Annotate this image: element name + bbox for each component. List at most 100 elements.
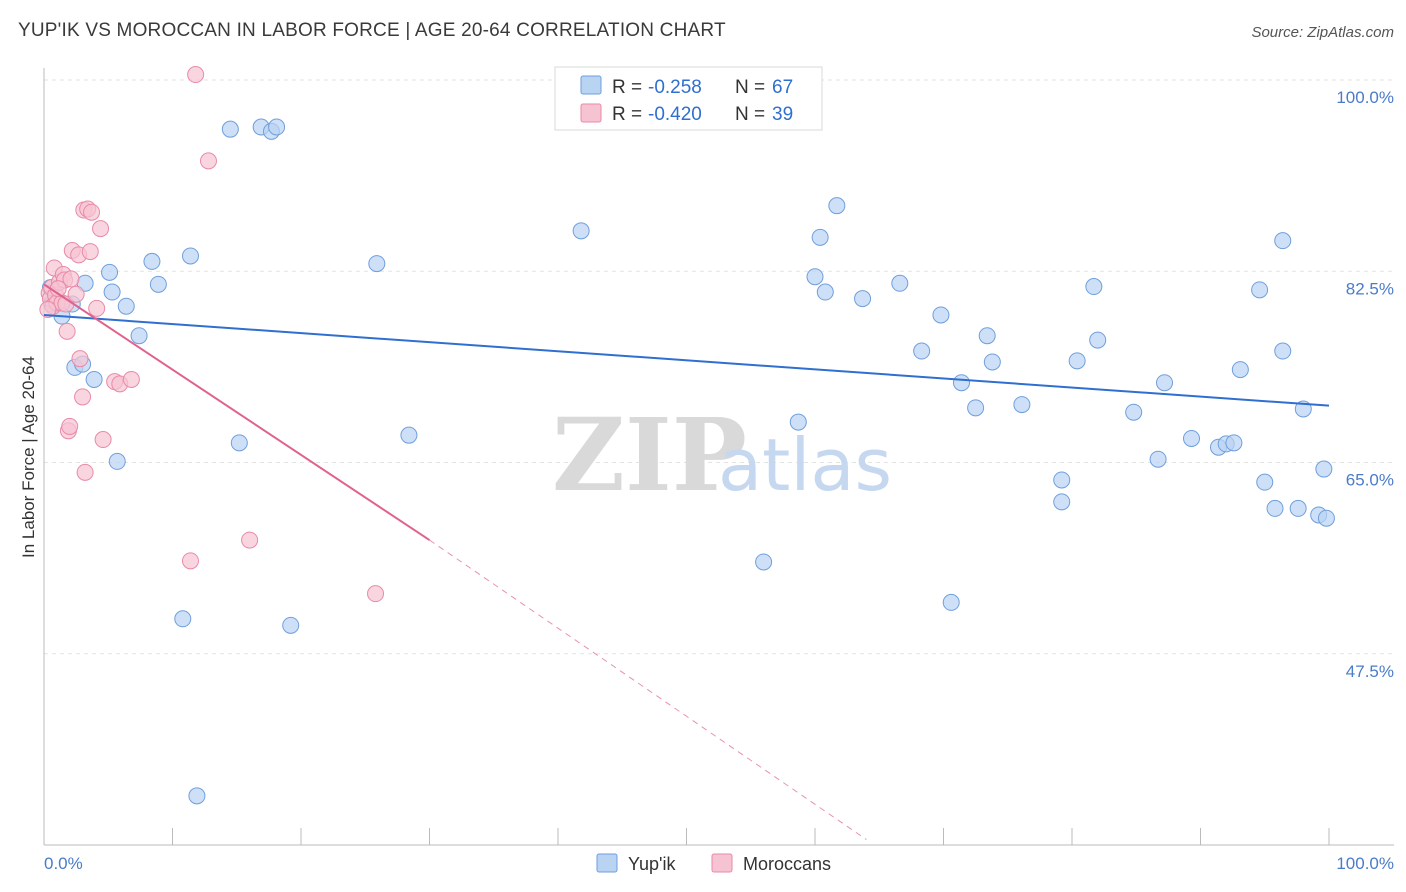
yupik-point-11 xyxy=(130,327,148,345)
moroccan-point-31 xyxy=(122,370,140,388)
bottom-legend: Yup'ik Moroccans xyxy=(596,853,831,874)
yupik-point-17 xyxy=(221,120,239,138)
yupik-point-30 xyxy=(816,283,834,301)
legend-r-value-1: -0.258 xyxy=(648,77,702,98)
yupik-point-34 xyxy=(913,342,931,360)
moroccan-point-36 xyxy=(367,585,385,603)
yupik-point-31 xyxy=(828,197,846,215)
moroccan-point-27 xyxy=(92,220,110,238)
x-tick-label-right: 100.0% xyxy=(1336,854,1394,873)
yupik-point-46 xyxy=(1089,331,1107,349)
legend-n-value-1: 67 xyxy=(772,77,793,98)
yupik-point-50 xyxy=(1183,429,1201,447)
yupik-point-36 xyxy=(942,593,960,611)
moroccan-trend-line xyxy=(43,283,431,541)
yupik-point-15 xyxy=(181,247,199,265)
yupik-point-22 xyxy=(282,616,300,634)
moroccan-point-33 xyxy=(187,66,205,84)
yupik-point-54 xyxy=(1231,361,1249,379)
moroccan-trend-extension xyxy=(429,539,867,840)
moroccan-point-17 xyxy=(67,285,85,303)
yupik-point-60 xyxy=(1289,499,1307,517)
y-axis-label: In Labor Force | Age 20-64 xyxy=(19,356,38,558)
legend-swatch-yupik xyxy=(580,75,602,95)
yupik-point-33 xyxy=(891,274,909,292)
yupik-trend-line xyxy=(43,313,1330,407)
yupik-point-16 xyxy=(188,787,206,805)
moroccan-point-14 xyxy=(61,417,79,435)
yupik-point-29 xyxy=(811,228,829,246)
yupik-point-49 xyxy=(1156,374,1174,392)
moroccan-point-26 xyxy=(88,299,106,317)
gridlines xyxy=(44,79,1394,655)
yupik-point-40 xyxy=(983,353,1001,371)
x-tick-label-left: 0.0% xyxy=(44,854,83,873)
y-tick-label-3: 47.5% xyxy=(1346,662,1394,681)
moroccan-point-28 xyxy=(94,431,112,449)
yupik-point-58 xyxy=(1274,342,1292,360)
yupik-point-59 xyxy=(1274,232,1292,250)
yupik-point-28 xyxy=(806,268,824,286)
yupik-point-14 xyxy=(174,610,192,628)
legend-r-label-2: R = xyxy=(612,104,642,125)
yupik-point-39 xyxy=(978,327,996,345)
source-label: Source: ZipAtlas.com xyxy=(1251,24,1394,41)
yupik-point-6 xyxy=(85,370,103,388)
yupik-point-43 xyxy=(1053,493,1071,511)
yupik-point-35 xyxy=(932,306,950,324)
yupik-point-21 xyxy=(268,118,286,136)
watermark-atlas: atlas xyxy=(718,423,892,507)
yupik-point-47 xyxy=(1125,403,1143,421)
legend-r-label-1: R = xyxy=(612,77,642,98)
yupik-point-48 xyxy=(1149,450,1167,468)
x-ticks xyxy=(172,828,1330,845)
y-tick-label-2: 65.0% xyxy=(1346,471,1394,490)
yupik-point-56 xyxy=(1256,473,1274,491)
moroccan-point-22 xyxy=(76,463,94,481)
moroccan-point-34 xyxy=(199,152,217,170)
moroccan-point-12 xyxy=(58,322,76,340)
trend-lines xyxy=(43,283,1330,840)
yupik-point-41 xyxy=(1013,396,1031,414)
moroccan-point-15 xyxy=(62,270,80,288)
yupik-point-13 xyxy=(149,275,167,293)
yupik-point-26 xyxy=(755,553,773,571)
yupik-point-8 xyxy=(103,283,121,301)
legend-n-label-1: N = xyxy=(735,77,765,98)
bottom-legend-swatch-yupik xyxy=(596,853,618,873)
data-points xyxy=(39,66,1335,805)
yupik-point-7 xyxy=(101,263,119,281)
moroccan-point-32 xyxy=(181,552,199,570)
bottom-legend-moroccans: Moroccans xyxy=(743,854,831,874)
legend-swatch-moroccans xyxy=(580,103,602,123)
yupik-point-55 xyxy=(1251,281,1269,299)
legend-n-label-2: N = xyxy=(735,104,765,125)
moroccan-point-24 xyxy=(81,243,99,261)
yupik-point-12 xyxy=(143,252,161,270)
yupik-point-64 xyxy=(1317,509,1335,527)
legend-box: R = -0.258 N = 67 R = -0.420 N = 39 xyxy=(554,66,823,131)
yupik-point-44 xyxy=(1068,352,1086,370)
moroccan-point-19 xyxy=(71,350,89,368)
yupik-point-53 xyxy=(1225,434,1243,452)
yupik-point-45 xyxy=(1085,278,1103,296)
legend-r-value-2: -0.420 xyxy=(648,104,702,125)
yupik-point-18 xyxy=(230,434,248,452)
axes xyxy=(43,68,1394,846)
yupik-point-27 xyxy=(789,413,807,431)
moroccan-point-20 xyxy=(74,388,92,406)
yupik-point-24 xyxy=(400,426,418,444)
watermark-zip: ZIP xyxy=(552,396,747,514)
bottom-legend-yupik: Yup'ik xyxy=(628,854,676,874)
moroccan-point-37 xyxy=(39,301,57,318)
legend-n-value-2: 39 xyxy=(772,104,793,125)
yupik-point-57 xyxy=(1266,499,1284,517)
chart-title: YUP'IK VS MOROCCAN IN LABOR FORCE | AGE … xyxy=(18,20,726,41)
yupik-point-38 xyxy=(967,399,985,417)
yupik-point-23 xyxy=(368,255,386,273)
y-tick-label-0: 100.0% xyxy=(1336,88,1394,107)
yupik-point-32 xyxy=(854,290,872,308)
watermark: ZIP atlas xyxy=(552,396,892,514)
moroccan-point-35 xyxy=(241,531,259,549)
